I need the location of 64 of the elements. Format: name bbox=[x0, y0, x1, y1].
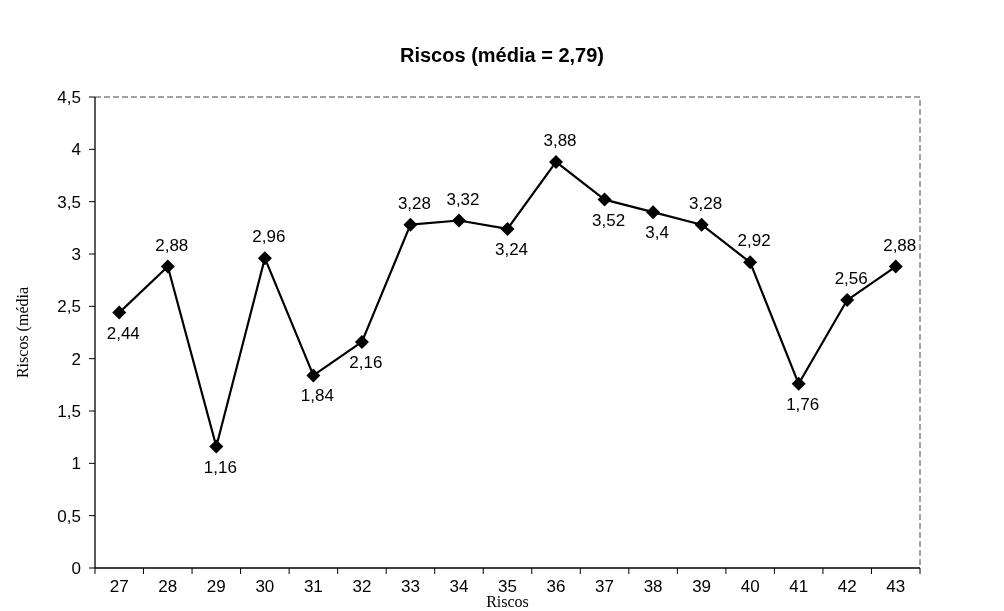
point bbox=[694, 217, 709, 232]
y-tick-label: 2,5 bbox=[57, 297, 81, 317]
data-label: 2,16 bbox=[349, 352, 383, 372]
x-tick-label: 41 bbox=[789, 577, 809, 596]
data-label: 2,96 bbox=[252, 227, 286, 247]
x-tick-label: 28 bbox=[158, 577, 178, 596]
point bbox=[597, 192, 612, 207]
point bbox=[354, 334, 369, 349]
x-tick-label: 29 bbox=[206, 577, 226, 596]
x-tick-label: 43 bbox=[886, 577, 906, 596]
point bbox=[451, 213, 466, 228]
point bbox=[840, 293, 855, 308]
point bbox=[112, 305, 127, 320]
data-label: 3,32 bbox=[446, 189, 480, 209]
y-axis-title: Riscos (média bbox=[14, 286, 32, 379]
y-tick-label: 3 bbox=[71, 244, 81, 264]
data-label: 2,56 bbox=[834, 269, 868, 289]
y-tick-label: 1 bbox=[71, 454, 81, 474]
y-tick-label: 0 bbox=[71, 558, 81, 578]
data-label: 3,88 bbox=[543, 130, 577, 150]
data-label: 2,88 bbox=[883, 235, 917, 255]
data-label: 2,44 bbox=[106, 323, 140, 343]
x-tick-label: 27 bbox=[109, 577, 129, 596]
point bbox=[549, 154, 564, 169]
y-tick-label: 0,5 bbox=[57, 506, 81, 526]
y-tick-label: 4 bbox=[71, 140, 81, 160]
x-tick-label: 30 bbox=[255, 577, 275, 596]
data-label: 1,84 bbox=[300, 386, 334, 406]
x-tick-label: 40 bbox=[740, 577, 760, 596]
y-tick-label: 2 bbox=[71, 349, 81, 369]
point bbox=[743, 255, 758, 270]
point bbox=[791, 376, 806, 391]
point bbox=[160, 259, 175, 274]
point bbox=[403, 217, 418, 232]
y-tick-label: 1,5 bbox=[57, 401, 81, 421]
x-tick-label: 39 bbox=[692, 577, 712, 596]
x-tick-label: 37 bbox=[595, 577, 615, 596]
point bbox=[500, 221, 515, 236]
point bbox=[306, 368, 321, 383]
x-tick-label: 34 bbox=[449, 577, 469, 596]
x-tick-label: 33 bbox=[400, 577, 420, 596]
point bbox=[646, 205, 661, 220]
data-label: 3,52 bbox=[592, 210, 626, 230]
data-label: 3,24 bbox=[494, 239, 529, 259]
x-tick-label: 32 bbox=[352, 577, 372, 596]
data-label: 3,28 bbox=[689, 193, 723, 213]
y-tick-label: 4,5 bbox=[57, 87, 81, 107]
x-tick-label: 42 bbox=[837, 577, 857, 596]
x-tick-label: 31 bbox=[303, 577, 323, 596]
x-axis-title: Riscos bbox=[486, 593, 529, 610]
x-tick-label: 35 bbox=[498, 577, 517, 596]
data-label: 3,28 bbox=[397, 193, 431, 213]
data-label: 1,16 bbox=[203, 457, 237, 477]
data-label: 1,76 bbox=[786, 394, 820, 414]
y-tick-label: 3,5 bbox=[57, 192, 81, 212]
data-label: 2,92 bbox=[737, 231, 771, 251]
data-label: 3,4 bbox=[645, 223, 669, 243]
data-label: 2,88 bbox=[155, 235, 189, 255]
point bbox=[888, 259, 903, 274]
x-tick-label: 38 bbox=[643, 577, 663, 596]
x-tick-label: 36 bbox=[546, 577, 566, 596]
point bbox=[209, 439, 224, 454]
chart-title: Riscos (média = 2,79) bbox=[400, 44, 604, 66]
point bbox=[257, 251, 272, 266]
